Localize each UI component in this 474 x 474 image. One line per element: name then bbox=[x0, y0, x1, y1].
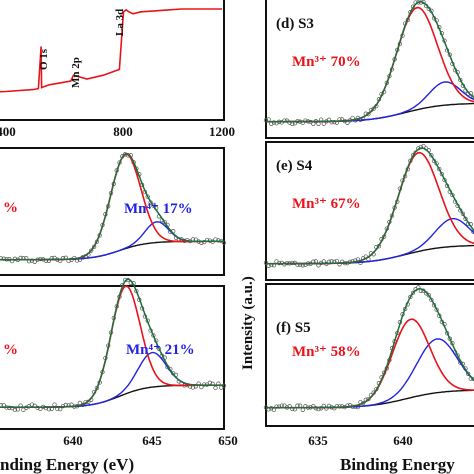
data-point bbox=[213, 385, 218, 391]
tick-640-right: 640 bbox=[393, 433, 413, 448]
data-point bbox=[426, 293, 431, 298]
peak-label-la3d: La 3d bbox=[114, 9, 126, 36]
data-point bbox=[332, 406, 337, 411]
data-point bbox=[89, 248, 94, 253]
panel-bottom-left-frame bbox=[0, 285, 225, 430]
panel-survey-frame bbox=[0, 0, 225, 121]
y-axis-label: Intensity (a.u.) bbox=[240, 276, 256, 370]
tick-645: 645 bbox=[142, 433, 162, 448]
background-line bbox=[0, 240, 224, 261]
survey-tick-1200: 1200 bbox=[209, 124, 235, 139]
spectrum-s5 bbox=[263, 285, 474, 413]
data-point bbox=[313, 259, 319, 264]
mn3-label-mid-left: % bbox=[3, 200, 18, 216]
spectrum-s4 bbox=[263, 143, 474, 268]
panel-s4-frame bbox=[265, 141, 474, 281]
panel-label-s4: (e) S4 bbox=[276, 158, 313, 174]
mn4-component-line bbox=[266, 81, 474, 123]
data-point bbox=[460, 211, 466, 216]
data-point bbox=[300, 407, 305, 412]
envelope-line bbox=[0, 152, 224, 261]
data-point bbox=[52, 402, 57, 407]
data-point bbox=[437, 166, 442, 172]
data-point bbox=[12, 256, 18, 261]
peak-label-mn2p: Mn 2p bbox=[70, 57, 82, 88]
mn4-label-mid-left: Mn⁴⁺ 17% bbox=[124, 201, 193, 217]
mn4-component-line bbox=[0, 351, 224, 408]
envelope-line bbox=[0, 278, 224, 408]
panel-s5-frame bbox=[265, 283, 474, 427]
mn3-label-s5: Mn³⁺ 58% bbox=[292, 344, 361, 360]
tick-635: 635 bbox=[308, 433, 328, 448]
data-point bbox=[216, 238, 221, 243]
peak-label-o1s: O 1s bbox=[38, 48, 50, 70]
envelope-line bbox=[266, 0, 474, 123]
panel-label-s5: (f) S5 bbox=[276, 320, 311, 336]
panel-label-s3: (d) S3 bbox=[276, 16, 314, 32]
panel-mid-left-frame bbox=[0, 147, 225, 276]
data-point bbox=[263, 260, 269, 265]
data-point bbox=[471, 376, 474, 382]
data-point bbox=[410, 290, 416, 296]
spectrum-s3 bbox=[263, 0, 474, 126]
tick-650: 650 bbox=[218, 433, 238, 448]
data-point bbox=[12, 407, 18, 413]
mn3-label-bottom-left: % bbox=[3, 342, 18, 358]
x-axis-label-left: nding Energy (eV) bbox=[0, 455, 134, 474]
data-point bbox=[151, 203, 156, 208]
spectrum-mid-left bbox=[0, 152, 227, 264]
data-point bbox=[162, 219, 167, 225]
survey-line bbox=[0, 8, 222, 93]
envelope-line bbox=[265, 288, 474, 409]
data-point bbox=[1, 256, 6, 261]
data-point bbox=[408, 294, 413, 300]
survey-tick-800: 800 bbox=[113, 124, 133, 139]
data-point bbox=[418, 144, 424, 150]
tick-640: 640 bbox=[63, 433, 83, 448]
mn4-label-bottom-left: Mn⁴⁺ 21% bbox=[126, 342, 195, 358]
x-axis-label-right: Binding Energy bbox=[340, 455, 455, 474]
mn3-label-s3: Mn³⁺ 70% bbox=[292, 54, 361, 70]
mn3-label-s4: Mn³⁺ 67% bbox=[292, 196, 361, 212]
data-point bbox=[371, 106, 376, 111]
survey-tick-400: 400 bbox=[0, 124, 16, 139]
panel-s3-frame bbox=[265, 0, 474, 139]
survey-spectrum bbox=[0, 8, 222, 93]
spectrum-bottom-left bbox=[0, 277, 227, 413]
data-point bbox=[429, 153, 434, 158]
envelope-line bbox=[266, 147, 474, 265]
mn4-component-line bbox=[266, 217, 474, 265]
data-point bbox=[316, 121, 321, 126]
